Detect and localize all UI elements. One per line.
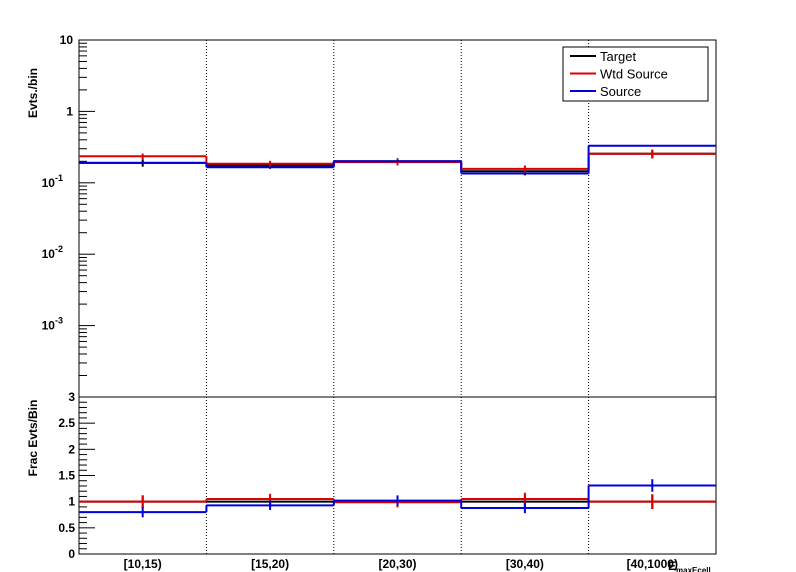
bottom-y-axis: 0 0.5 1 1.5 2 2.5 3 (58, 390, 95, 561)
top-y-tick-label: 10 (60, 33, 74, 47)
top-y-tick-label: 1 (66, 104, 73, 118)
top-y-axis: 10 1 10-1 10-2 10-3 (42, 33, 95, 398)
legend-label-wtd-source: Wtd Source (600, 67, 668, 82)
x-axis-title-sub: maxEcell (676, 566, 711, 572)
legend-label-source: Source (600, 84, 641, 99)
x-category-label: [10,15) (124, 557, 162, 571)
bottom-y-tick-label: 1.5 (58, 469, 75, 483)
bottom-y-tick-label: 1 (68, 495, 75, 509)
bottom-y-tick-label: 2 (68, 442, 75, 456)
bottom-y-tick-label: 3 (68, 390, 75, 404)
x-axis-title-main: E (668, 559, 676, 572)
x-category-label: [40,1000) (627, 557, 678, 571)
bottom-y-axis-title: Frac Evts/Bin (26, 400, 40, 477)
x-category-label: [15,20) (251, 557, 289, 571)
bottom-series-layer (79, 479, 716, 518)
legend-label-target: Target (600, 49, 637, 64)
bottom-bin-dividers (205, 397, 590, 554)
top-y-axis-title: Evts./bin (26, 68, 40, 118)
bottom-plot-frame (78, 396, 717, 555)
bottom-y-tick-label: 2.5 (58, 416, 75, 430)
top-y-tick-label: 10-2 (42, 244, 63, 261)
category-labels: [10,15) [15,20) [20,30) [30,40) [40,1000) (124, 557, 678, 571)
top-y-tick-label: 10-3 (42, 316, 63, 333)
legend: Target Wtd Source Source (562, 46, 709, 102)
bottom-y-tick-label: 0 (68, 547, 75, 561)
x-category-label: [30,40) (506, 557, 544, 571)
top-bin-dividers (205, 40, 590, 397)
x-axis-title: EmaxEcell (668, 559, 711, 572)
bottom-y-tick-label: 0.5 (58, 521, 75, 535)
top-series-layer (79, 144, 716, 176)
x-category-label: [20,30) (378, 557, 416, 571)
top-y-tick-label: 10-1 (42, 173, 63, 190)
